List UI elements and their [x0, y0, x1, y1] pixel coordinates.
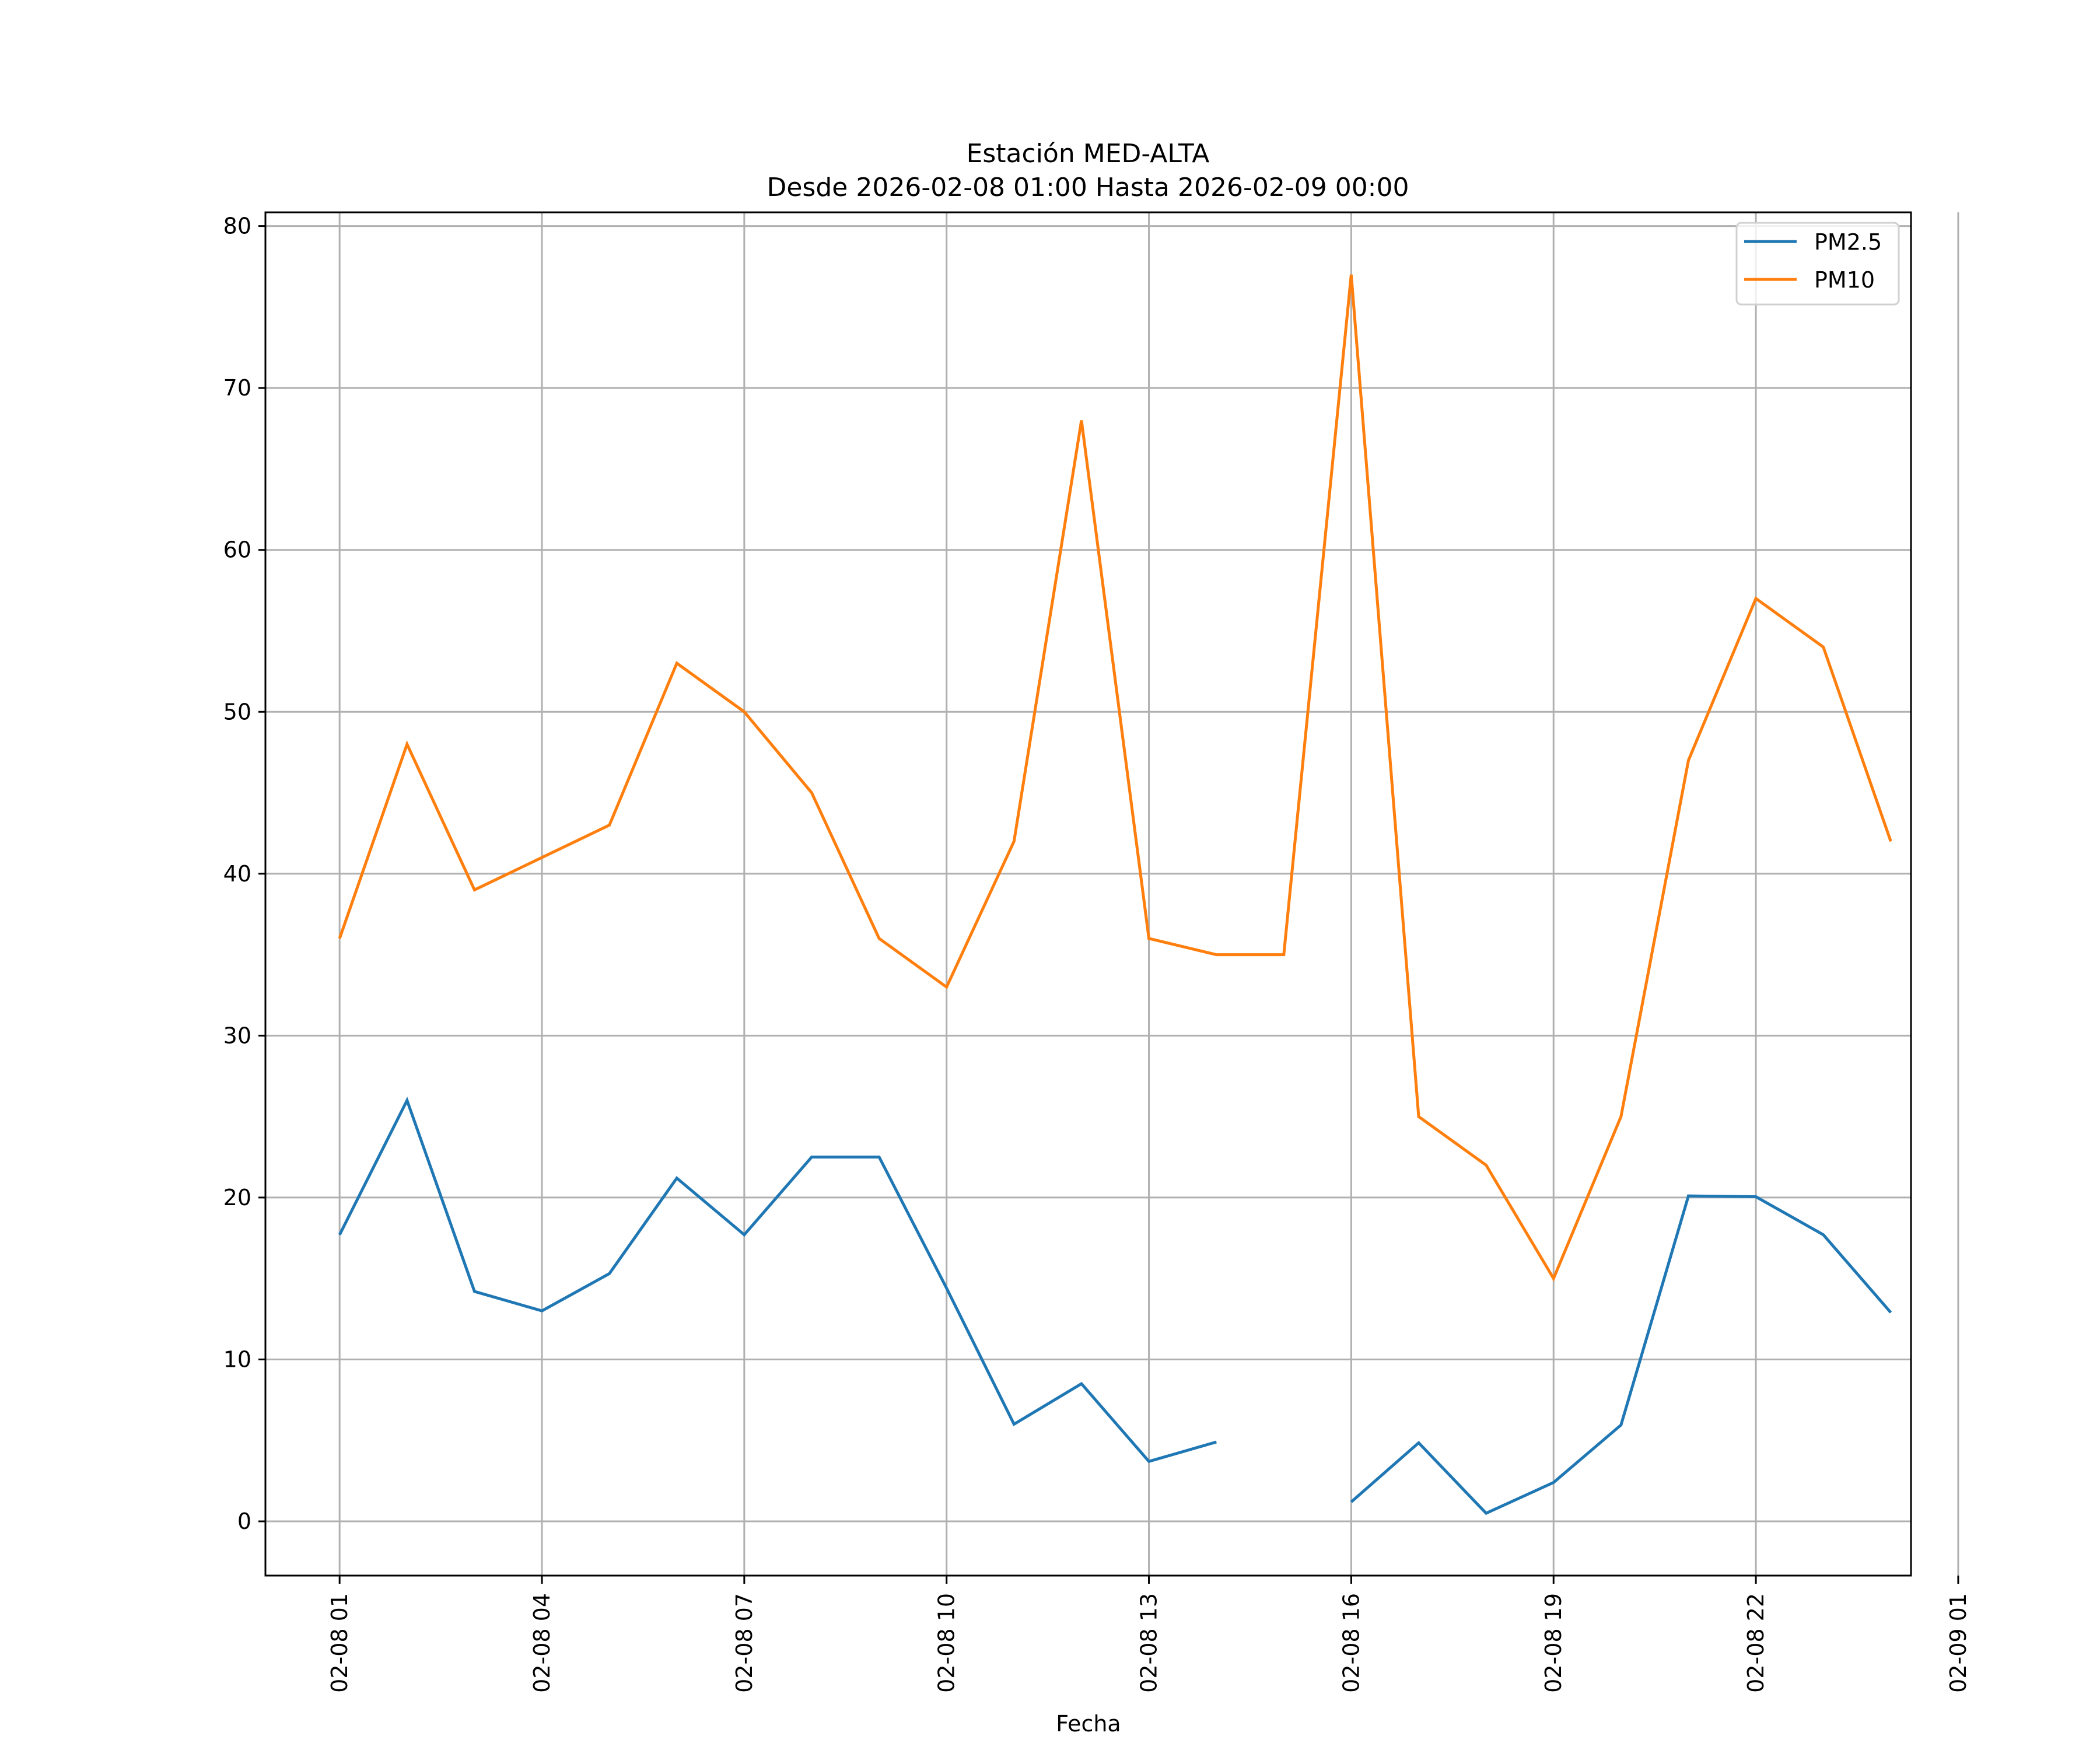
- chart-subtitle: Desde 2026-02-08 01:00 Hasta 2026-02-09 …: [766, 173, 1409, 202]
- data-point: [946, 986, 947, 988]
- data-point: [1216, 954, 1217, 956]
- y-tick-label: 70: [223, 375, 251, 401]
- data-point: [609, 1273, 610, 1274]
- legend-label-pm10: PM10: [1814, 267, 1875, 293]
- y-tick-label: 10: [223, 1346, 251, 1372]
- series-pm25: [338, 1097, 1892, 1516]
- x-tick-label: 02-08 19: [1541, 1593, 1566, 1693]
- series-line: [1350, 1194, 1892, 1516]
- chart-title: Estación MED-ALTA: [967, 139, 1210, 169]
- x-tick-label: 02-09 01: [1945, 1593, 1971, 1693]
- x-axis-label: Fecha: [1056, 1711, 1121, 1737]
- x-tick-label: 02-08 07: [732, 1593, 757, 1693]
- series-line: [338, 274, 1892, 1282]
- series-pm10: [338, 274, 1892, 1282]
- legend-frame: [1735, 222, 1900, 306]
- x-tick-label: 02-08 01: [327, 1593, 352, 1693]
- x-tick-label: 02-08 16: [1338, 1593, 1364, 1693]
- y-tick-label: 40: [223, 861, 251, 887]
- data-point: [878, 938, 880, 939]
- data-point: [1283, 954, 1284, 956]
- y-tick-label: 20: [223, 1185, 251, 1210]
- data-point: [1823, 646, 1824, 648]
- y-tick-label: 60: [223, 537, 251, 563]
- ticks: 0 10 20 30 40 50 60 70 80 02-08 01 02-08 04 02-08 0…: [223, 214, 1971, 1693]
- x-tick-label: 02-08 13: [1136, 1593, 1162, 1693]
- data-point: [474, 1291, 475, 1292]
- y-tick-label: 80: [223, 214, 251, 239]
- x-tick-label: 02-08 04: [529, 1593, 555, 1693]
- data-point: [1216, 1441, 1217, 1443]
- data-point: [946, 1287, 947, 1289]
- x-tick-label: 02-08 10: [934, 1593, 960, 1693]
- axes-frame: [264, 211, 1912, 1577]
- x-tick-label: 02-08 22: [1743, 1593, 1769, 1693]
- data-point: [1553, 1278, 1554, 1279]
- data-point: [1620, 1424, 1622, 1426]
- data-point: [1823, 1234, 1824, 1236]
- data-point: [1553, 1482, 1554, 1483]
- legend-label-pm25: PM2.5: [1814, 229, 1882, 255]
- data-point: [1081, 420, 1082, 421]
- series-line: [338, 1097, 1217, 1464]
- legend: PM2.5 PM10: [1735, 222, 1900, 306]
- grid: [265, 212, 1959, 1576]
- data-point: [1620, 1116, 1622, 1117]
- data-point: [1350, 274, 1352, 275]
- series-layer: [338, 274, 1892, 1516]
- y-tick-label: 30: [223, 1023, 251, 1048]
- data-point: [1688, 760, 1689, 761]
- y-tick-label: 50: [223, 699, 251, 724]
- y-tick-label: 0: [237, 1508, 251, 1534]
